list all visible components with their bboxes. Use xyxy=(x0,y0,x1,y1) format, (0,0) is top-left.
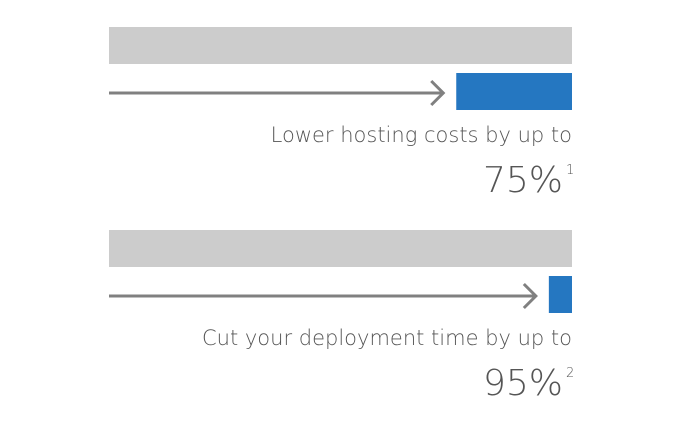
reduced-bar xyxy=(456,73,572,110)
footnote: 1 xyxy=(566,163,574,178)
value-label: 75% xyxy=(483,160,563,201)
footnote: 2 xyxy=(566,366,574,381)
caption: Cut your deployment time by up to xyxy=(202,326,572,350)
baseline-bar xyxy=(109,230,572,267)
arrow-head xyxy=(522,282,538,310)
baseline-bar xyxy=(109,27,572,64)
reduced-bar xyxy=(548,276,572,313)
caption: Lower hosting costs by up to xyxy=(271,123,572,147)
arrow-head xyxy=(430,79,446,107)
value-label: 95% xyxy=(483,363,563,404)
